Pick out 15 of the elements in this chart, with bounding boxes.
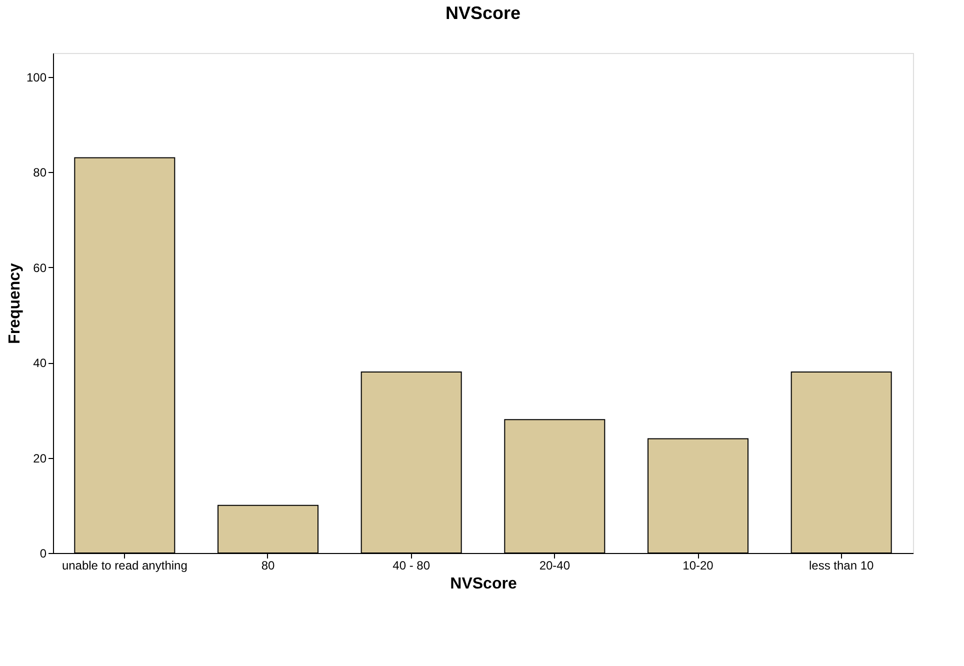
y-tick-label: 60 — [33, 260, 47, 275]
x-tick-label: 10-20 — [682, 558, 714, 572]
x-tick-label: less than 10 — [808, 558, 874, 572]
y-tick-label: 100 — [26, 70, 47, 84]
y-tick-label: 0 — [40, 546, 47, 560]
y-axis-title: Frequency — [6, 262, 24, 344]
y-tick-label: 80 — [33, 166, 47, 180]
y-tick-label: 40 — [33, 356, 47, 370]
x-tick-label: unable to read anything — [62, 558, 188, 572]
x-tick-label: 80 — [261, 558, 275, 572]
x-tick-label: 40 - 80 — [392, 558, 430, 572]
x-axis-title: NVScore — [450, 576, 517, 592]
chart-title: NVScore — [445, 3, 521, 23]
x-tick-label: 20-40 — [539, 558, 570, 572]
y-tick-label: 20 — [33, 451, 47, 466]
